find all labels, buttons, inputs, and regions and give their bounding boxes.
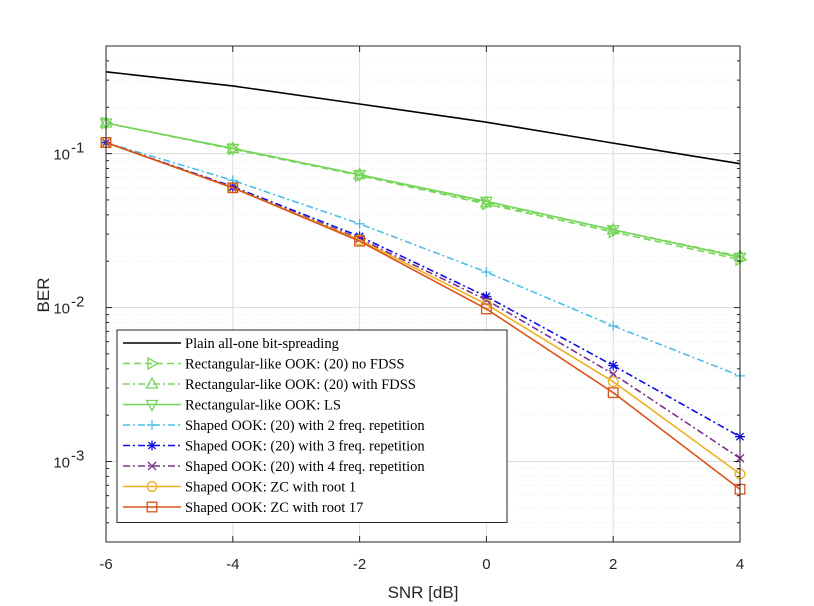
legend-box bbox=[116, 329, 508, 523]
data-point bbox=[480, 303, 492, 315]
data-point bbox=[227, 182, 239, 194]
x-tick-label: 2 bbox=[609, 556, 617, 573]
legend-label: Rectangular-like OOK: LS bbox=[185, 398, 341, 414]
data-point bbox=[607, 387, 619, 399]
legend-marker bbox=[147, 461, 157, 471]
y-tick-label: 10 bbox=[53, 455, 70, 472]
ticks: -6 -4 -2 0 2 410-110-210-3 bbox=[53, 45, 744, 573]
data-point bbox=[479, 196, 493, 209]
series-1 bbox=[105, 70, 741, 165]
legend-marker bbox=[147, 440, 157, 451]
x-tick-label: 0 bbox=[482, 556, 490, 573]
legend-entry: Shaped OOK: ZC with root 1 bbox=[123, 480, 356, 496]
series-line bbox=[105, 141, 741, 459]
legend-entry: Shaped OOK: ZC with root 17 bbox=[123, 500, 363, 516]
legend-entry: Rectangular-like OOK: (20) with FDSS bbox=[123, 376, 416, 393]
x-axis-label: SNR [dB] bbox=[388, 583, 459, 602]
data-point bbox=[608, 320, 619, 331]
legend-marker bbox=[146, 481, 158, 492]
x-tick-label: -6 bbox=[99, 556, 112, 573]
axes-box bbox=[105, 45, 741, 543]
legend-label: Rectangular-like OOK: (20) with FDSS bbox=[185, 377, 416, 393]
series-line bbox=[105, 141, 741, 438]
legend-label: Plain all-one bit-spreading bbox=[185, 336, 339, 352]
series-layer bbox=[99, 70, 748, 495]
data-point bbox=[354, 218, 365, 229]
legend: Plain all-one bit-spreading Rectangular-l… bbox=[116, 329, 508, 523]
y-tick-exponent: -3 bbox=[71, 448, 84, 465]
data-point bbox=[608, 360, 619, 371]
legend-marker bbox=[147, 420, 157, 430]
data-point bbox=[608, 369, 618, 379]
legend-label: Rectangular-like OOK: (20) no FDSS bbox=[185, 357, 405, 373]
series-line bbox=[105, 141, 741, 490]
legend-entry: Shaped OOK: (20) with 4 freq. repetition bbox=[123, 459, 425, 475]
data-point bbox=[606, 225, 620, 238]
x-tick-label: -4 bbox=[226, 556, 239, 573]
y-axis-label: BER bbox=[34, 278, 53, 313]
legend-marker bbox=[146, 501, 158, 513]
y-tick-label: 10 bbox=[53, 301, 70, 318]
series-line bbox=[105, 122, 741, 261]
legend-label: Shaped OOK: (20) with 4 freq. repetition bbox=[185, 459, 425, 475]
y-tick-label: 10 bbox=[53, 147, 70, 164]
x-tick-label: 4 bbox=[736, 556, 744, 573]
legend-label: Shaped OOK: (20) with 2 freq. repetition bbox=[185, 418, 425, 434]
legend-marker bbox=[145, 376, 159, 389]
legend-marker bbox=[145, 399, 159, 412]
data-point bbox=[226, 143, 240, 156]
legend-entry: Shaped OOK: (20) with 3 freq. repetition bbox=[123, 439, 425, 455]
y-tick-exponent: -2 bbox=[71, 294, 84, 311]
y-tick-exponent: -1 bbox=[71, 140, 84, 157]
legend-marker bbox=[147, 356, 160, 371]
legend-label: Shaped OOK: ZC with root 17 bbox=[185, 500, 363, 516]
legend-entry: Plain all-one bit-spreading bbox=[123, 336, 339, 352]
legend-entry: Shaped OOK: (20) with 2 freq. repetition bbox=[123, 418, 425, 434]
legend-entry: Rectangular-like OOK: (20) no FDSS bbox=[123, 357, 405, 373]
series-line bbox=[105, 141, 741, 377]
legend-label: Shaped OOK: (20) with 3 freq. repetition bbox=[185, 439, 425, 455]
data-point bbox=[353, 169, 367, 182]
legend-entry: Rectangular-like OOK: LS bbox=[123, 398, 341, 414]
x-tick-label: -2 bbox=[353, 556, 366, 573]
legend-label: Shaped OOK: ZC with root 1 bbox=[185, 480, 356, 496]
series-line bbox=[105, 70, 741, 165]
data-point bbox=[481, 267, 492, 278]
data-point bbox=[607, 376, 619, 388]
data-point bbox=[354, 235, 366, 247]
series-line bbox=[105, 122, 741, 259]
